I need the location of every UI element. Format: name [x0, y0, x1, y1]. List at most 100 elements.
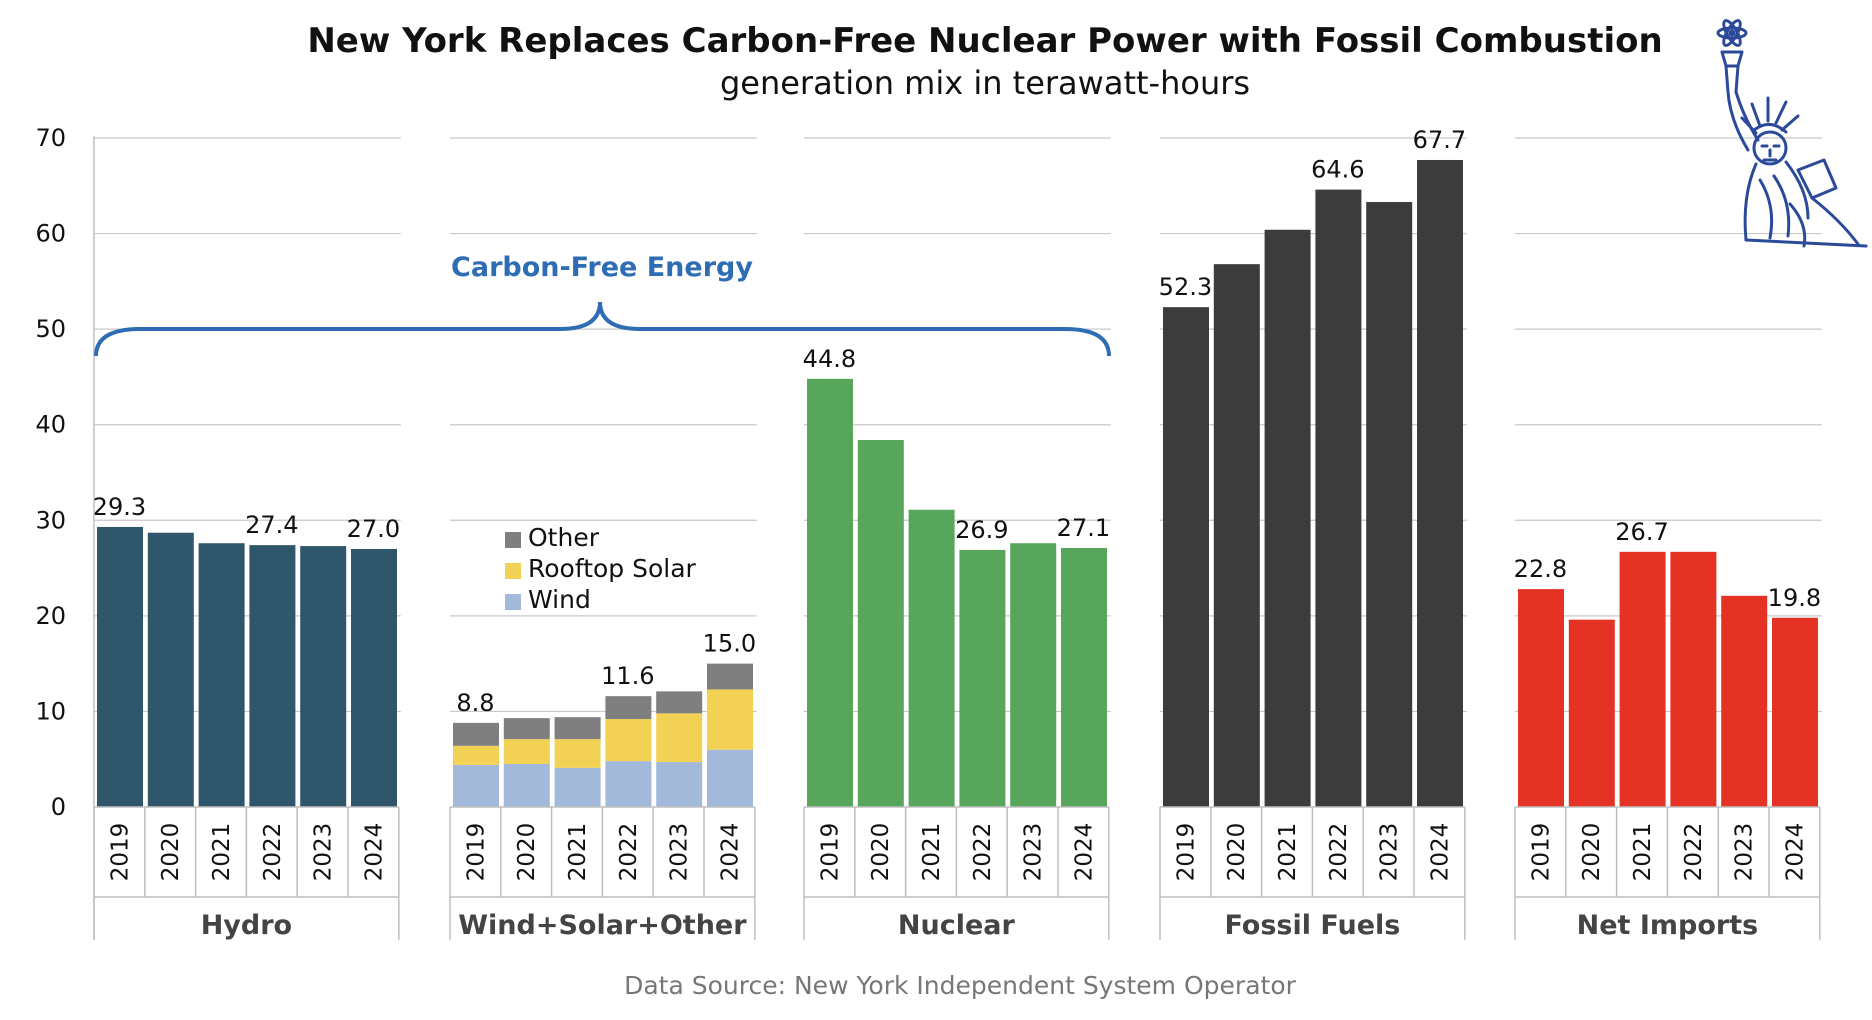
y-tick-label: 0 — [51, 793, 66, 821]
group-label: Nuclear — [898, 910, 1016, 941]
bar-segment-wind — [453, 764, 499, 807]
bar-segment-wind — [503, 763, 550, 807]
x-tick-label: 2022 — [616, 823, 642, 882]
y-tick-label: 40 — [35, 411, 66, 439]
bar — [1670, 551, 1717, 807]
y-axis-ticks: 0 10 20 30 40 50 60 70 — [35, 124, 66, 821]
y-tick-label: 70 — [35, 124, 66, 152]
x-tick-label: 2019 — [107, 823, 133, 882]
bar — [908, 509, 955, 807]
legend-label: Wind — [528, 585, 591, 614]
data-label: 29.3 — [93, 493, 146, 521]
bar — [807, 378, 853, 807]
bar-segment-rooftop-solar — [453, 745, 499, 765]
x-tick-label: 2020 — [868, 823, 894, 882]
data-label: 27.4 — [245, 511, 298, 539]
data-label: 26.7 — [1615, 518, 1668, 546]
group-label: Hydro — [201, 910, 292, 941]
bar-segment-other — [554, 717, 601, 740]
bar — [1315, 189, 1362, 807]
x-tick-label: 2022 — [1326, 823, 1352, 882]
x-tick-label: 2023 — [1732, 823, 1758, 882]
data-labels: 29.3 27.4 27.0 8.8 11.6 15.0 44.8 26.9 27.1 52.3 6… — [93, 126, 1821, 717]
x-tick-label: 2019 — [817, 823, 843, 882]
group-label: Wind+Solar+Other — [458, 910, 747, 941]
chart-subtitle: generation mix in terawatt-hours — [720, 64, 1250, 102]
bar — [857, 440, 904, 807]
x-tick-label: 2019 — [1173, 823, 1199, 882]
data-source: Data Source: New York Independent System… — [624, 971, 1296, 1000]
bar-segment-other — [656, 691, 703, 714]
x-tick-label: 2020 — [1224, 823, 1250, 882]
bar-segment-rooftop-solar — [605, 719, 652, 762]
legend-swatch — [505, 594, 521, 610]
carbon-free-brace: Carbon-Free Energy — [94, 252, 1111, 357]
legend-label: Rooftop Solar — [528, 554, 697, 583]
y-tick-label: 60 — [35, 220, 66, 248]
x-tick-label: 2024 — [1427, 823, 1453, 882]
data-label: 64.6 — [1311, 156, 1364, 184]
bars — [97, 159, 1818, 808]
brace-label: Carbon-Free Energy — [451, 252, 753, 283]
x-tick-label: 2022 — [970, 823, 996, 882]
legend-swatch — [505, 532, 521, 548]
group-label: Fossil Fuels — [1224, 910, 1400, 941]
bar-segment-wind — [707, 749, 753, 807]
bar-segment-other — [453, 722, 499, 746]
bar — [1772, 617, 1818, 807]
x-tick-label: 2024 — [361, 823, 387, 882]
data-label: 11.6 — [601, 662, 654, 690]
bar — [300, 546, 347, 807]
data-label: 15.0 — [703, 630, 756, 658]
x-tick-label: 2023 — [311, 823, 337, 882]
x-tick-label: 2024 — [1782, 823, 1808, 882]
data-label: 67.7 — [1413, 126, 1466, 154]
legend-swatch — [505, 563, 521, 579]
bar — [147, 532, 194, 807]
data-label: 8.8 — [456, 689, 494, 717]
bar-segment-wind — [605, 761, 652, 807]
bar — [1721, 595, 1768, 807]
group-label: Net Imports — [1577, 910, 1759, 941]
data-label: 22.8 — [1514, 555, 1567, 583]
bar-segment-rooftop-solar — [707, 689, 753, 750]
bar — [1264, 229, 1311, 808]
x-tick-label: 2022 — [1681, 823, 1707, 882]
x-tick-label: 2020 — [1579, 823, 1605, 882]
bar — [351, 548, 397, 807]
x-tick-label: 2020 — [514, 823, 540, 882]
bar — [959, 549, 1006, 807]
bar-segment-other — [503, 718, 550, 740]
x-tick-label: 2021 — [1630, 823, 1656, 882]
x-axis: 2019 2020 2021 2022 2023 2024 Hydro 2019 2020 202… — [93, 136, 1821, 941]
x-tick-label: 2021 — [919, 823, 945, 882]
statue-of-liberty-atom-icon — [1716, 19, 1868, 248]
x-tick-label: 2021 — [565, 823, 591, 882]
y-tick-label: 10 — [35, 697, 66, 725]
brace-path — [94, 301, 1111, 357]
bar — [1366, 202, 1413, 808]
y-tick-label: 30 — [35, 506, 66, 534]
data-label: 27.0 — [347, 515, 400, 543]
data-label: 44.8 — [803, 345, 856, 373]
x-tick-label: 2023 — [1377, 823, 1403, 882]
bar-segment-other — [605, 696, 652, 720]
x-tick-label: 2019 — [463, 823, 489, 882]
x-tick-label: 2024 — [717, 823, 743, 882]
bar — [249, 545, 296, 807]
legend-label: Other — [528, 523, 600, 552]
data-label: 52.3 — [1159, 273, 1212, 301]
bar — [1213, 264, 1260, 807]
bar — [1163, 307, 1209, 807]
bar-segment-other — [707, 663, 753, 690]
bar — [1417, 159, 1463, 807]
bar-segment-wind — [656, 762, 703, 807]
bar-segment-rooftop-solar — [656, 713, 703, 763]
x-tick-label: 2023 — [1021, 823, 1047, 882]
x-tick-label: 2022 — [260, 823, 286, 882]
bar-segment-rooftop-solar — [503, 739, 550, 764]
x-tick-label: 2023 — [667, 823, 693, 882]
